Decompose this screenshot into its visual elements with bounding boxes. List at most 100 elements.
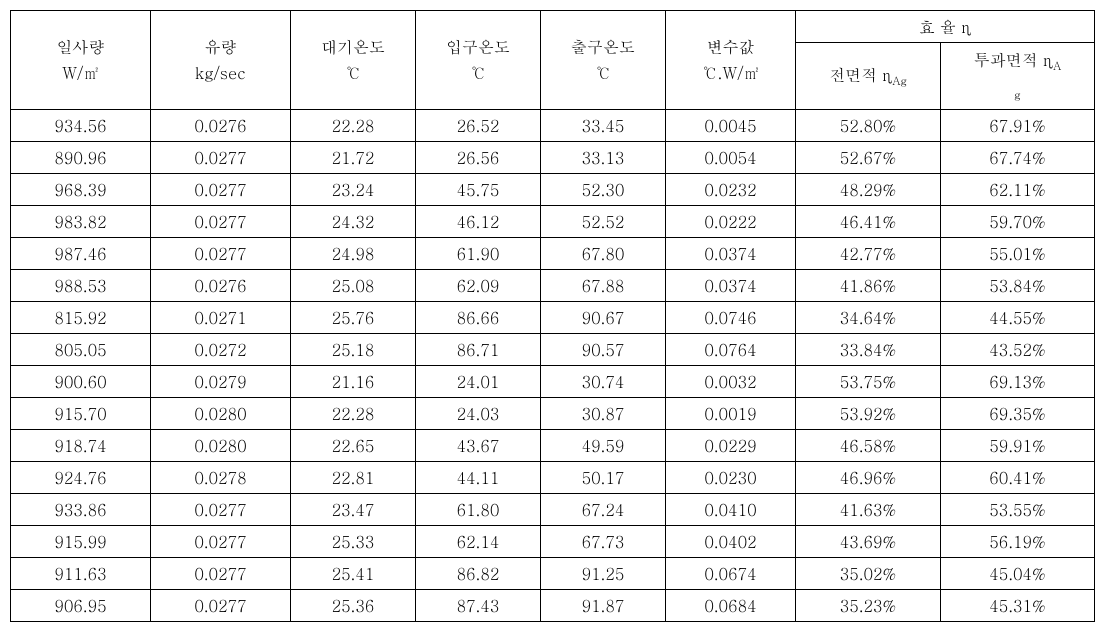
table-cell: 25.18 (291, 333, 416, 365)
table-cell: 62.14 (416, 525, 541, 557)
table-cell: 0.0277 (151, 173, 291, 205)
table-cell: 67.80 (541, 237, 666, 269)
header-outlet-label: 출구온도 (571, 35, 635, 58)
table-cell: 21.16 (291, 365, 416, 397)
table-cell: 46.96% (796, 461, 941, 493)
header-ambient-label: 대기온도 (321, 35, 385, 58)
table-cell: 0.0279 (151, 365, 291, 397)
table-cell: 50.17 (541, 461, 666, 493)
table-cell: 22.81 (291, 461, 416, 493)
header-irradiance-label: 일사량 (57, 35, 105, 58)
table-cell: 30.74 (541, 365, 666, 397)
table-row: 906.950.027725.3687.4391.870.068435.23%4… (11, 589, 1095, 621)
table-body: 934.560.027622.2826.5233.450.004552.80%6… (11, 109, 1095, 621)
table-cell: 988.53 (11, 269, 151, 301)
table-cell: 0.0746 (666, 301, 796, 333)
header-ambient-unit: ℃ (345, 61, 361, 84)
table-row: 968.390.027723.2445.7552.300.023248.29%6… (11, 173, 1095, 205)
table-cell: 45.75 (416, 173, 541, 205)
table-cell: 46.12 (416, 205, 541, 237)
table-cell: 34.64% (796, 301, 941, 333)
table-cell: 0.0374 (666, 269, 796, 301)
table-cell: 53.84% (941, 269, 1095, 301)
header-flow: 유량 kg/sec (151, 11, 291, 110)
table-cell: 23.24 (291, 173, 416, 205)
table-row: 915.700.028022.2824.0330.870.001953.92%6… (11, 397, 1095, 429)
table-cell: 0.0684 (666, 589, 796, 621)
table-row: 915.990.027725.3362.1467.730.040243.69%5… (11, 525, 1095, 557)
table-cell: 45.31% (941, 589, 1095, 621)
table-cell: 0.0272 (151, 333, 291, 365)
table-cell: 915.99 (11, 525, 151, 557)
table-cell: 41.63% (796, 493, 941, 525)
table-cell: 968.39 (11, 173, 151, 205)
table-cell: 0.0277 (151, 141, 291, 173)
table-cell: 934.56 (11, 109, 151, 141)
table-cell: 0.0032 (666, 365, 796, 397)
table-cell: 0.0276 (151, 269, 291, 301)
table-cell: 24.03 (416, 397, 541, 429)
table-cell: 0.0277 (151, 205, 291, 237)
table-cell: 60.41% (941, 461, 1095, 493)
table-cell: 26.52 (416, 109, 541, 141)
table-cell: 35.02% (796, 557, 941, 589)
table-cell: 0.0229 (666, 429, 796, 461)
table-cell: 0.0277 (151, 493, 291, 525)
table-cell: 805.05 (11, 333, 151, 365)
table-row: 983.820.027724.3246.1252.520.022246.41%5… (11, 205, 1095, 237)
table-cell: 61.80 (416, 493, 541, 525)
table-cell: 26.56 (416, 141, 541, 173)
table-cell: 90.67 (541, 301, 666, 333)
table-cell: 61.90 (416, 237, 541, 269)
header-efficiency-group: 효 율 η (796, 11, 1095, 43)
table-cell: 25.33 (291, 525, 416, 557)
table-cell: 24.01 (416, 365, 541, 397)
table-cell: 0.0278 (151, 461, 291, 493)
table-cell: 55.01% (941, 237, 1095, 269)
table-cell: 52.80% (796, 109, 941, 141)
header-eff-trans-c: g (1014, 88, 1020, 103)
table-cell: 44.11 (416, 461, 541, 493)
table-cell: 0.0054 (666, 141, 796, 173)
table-cell: 86.71 (416, 333, 541, 365)
table-header: 일사량 W/㎡ 유량 kg/sec 대기온도 ℃ 입구온도 ℃ 출구온도 ℃ 변… (11, 11, 1095, 110)
table-cell: 53.75% (796, 365, 941, 397)
table-cell: 67.88 (541, 269, 666, 301)
table-cell: 0.0277 (151, 589, 291, 621)
table-cell: 0.0280 (151, 397, 291, 429)
table-cell: 43.69% (796, 525, 941, 557)
header-variable-label: 변수값 (707, 35, 755, 58)
table-cell: 46.58% (796, 429, 941, 461)
table-cell: 91.25 (541, 557, 666, 589)
table-row: 934.560.027622.2826.5233.450.004552.80%6… (11, 109, 1095, 141)
table-cell: 25.41 (291, 557, 416, 589)
table-cell: 924.76 (11, 461, 151, 493)
table-cell: 22.65 (291, 429, 416, 461)
table-cell: 67.24 (541, 493, 666, 525)
table-cell: 53.55% (941, 493, 1095, 525)
table-cell: 21.72 (291, 141, 416, 173)
table-cell: 86.82 (416, 557, 541, 589)
table-row: 918.740.028022.6543.6749.590.022946.58%5… (11, 429, 1095, 461)
table-cell: 0.0271 (151, 301, 291, 333)
table-cell: 52.67% (796, 141, 941, 173)
table-cell: 69.35% (941, 397, 1095, 429)
table-cell: 0.0764 (666, 333, 796, 365)
table-cell: 0.0222 (666, 205, 796, 237)
table-cell: 0.0045 (666, 109, 796, 141)
table-cell: 906.95 (11, 589, 151, 621)
table-cell: 0.0276 (151, 109, 291, 141)
table-cell: 0.0277 (151, 237, 291, 269)
table-cell: 33.84% (796, 333, 941, 365)
data-table: 일사량 W/㎡ 유량 kg/sec 대기온도 ℃ 입구온도 ℃ 출구온도 ℃ 변… (10, 10, 1095, 622)
table-cell: 25.08 (291, 269, 416, 301)
table-cell: 911.63 (11, 557, 151, 589)
table-row: 900.600.027921.1624.0130.740.003253.75%6… (11, 365, 1095, 397)
table-cell: 43.52% (941, 333, 1095, 365)
table-cell: 62.11% (941, 173, 1095, 205)
header-variable: 변수값 ℃.W/㎡ (666, 11, 796, 110)
table-cell: 52.30 (541, 173, 666, 205)
header-ambient: 대기온도 ℃ (291, 11, 416, 110)
table-cell: 915.70 (11, 397, 151, 429)
table-cell: 900.60 (11, 365, 151, 397)
